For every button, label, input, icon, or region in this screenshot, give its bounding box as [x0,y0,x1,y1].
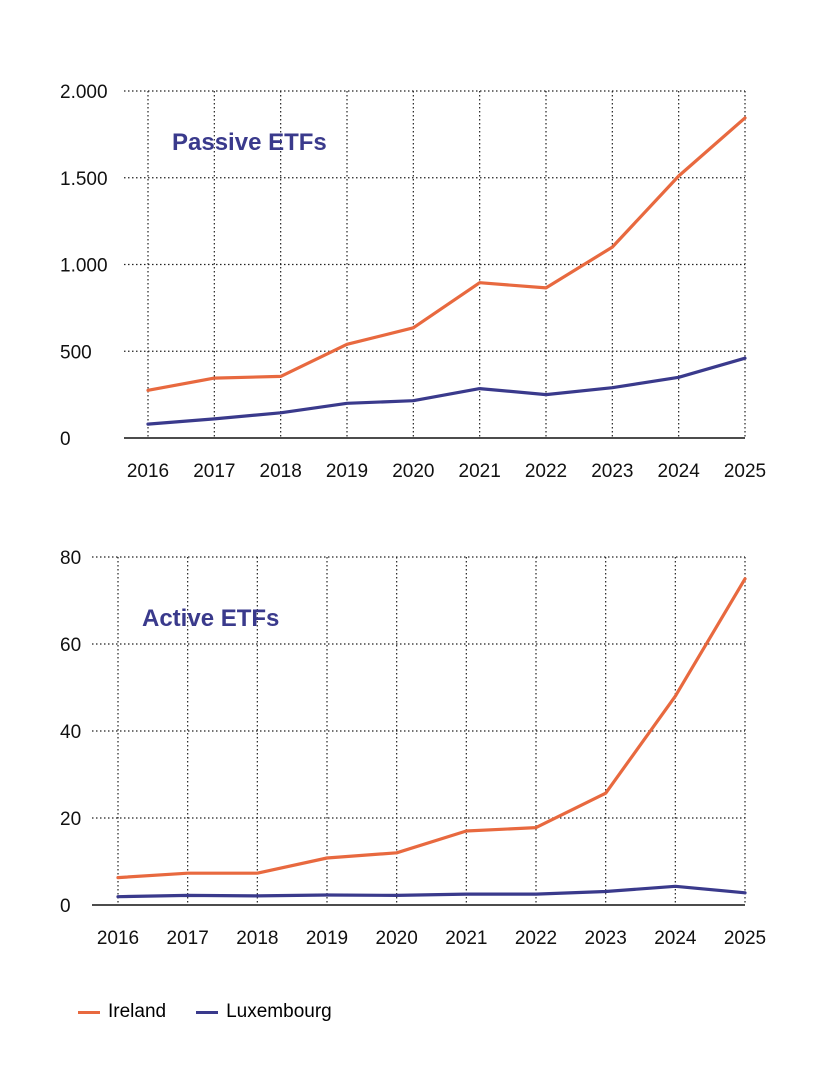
x-tick-label: 2022 [525,461,567,482]
y-tick-label: 0 [60,429,71,450]
x-tick-label: 2020 [376,928,418,949]
chart-title: Active ETFs [142,605,279,632]
x-tick-label: 2017 [167,928,209,949]
chart-title: Passive ETFs [172,129,327,156]
y-tick-label: 1.000 [60,256,108,277]
x-tick-label: 2021 [459,461,501,482]
x-tick-label: 2023 [585,928,627,949]
series-line-luxembourg [116,884,747,899]
series-line-ireland [146,116,747,392]
x-tick-label: 2025 [724,461,766,482]
legend-swatch-ireland [78,1010,100,1014]
legend-swatch-luxembourg [196,1010,219,1014]
x-tick-label: 2019 [306,928,348,949]
y-tick-label: 40 [60,722,81,743]
x-tick-label: 2017 [193,461,235,482]
x-tick-label: 2023 [591,461,633,482]
x-tick-label: 2020 [392,461,434,482]
chart-panel-2: 0 20 40 60 80 2016 2017 2018 2019 2020 2021 2022 202… [60,548,766,949]
x-tick-label: 2019 [326,461,368,482]
x-tick-label: 2024 [654,928,697,949]
legend-label-luxembourg: Luxembourg [226,1001,332,1022]
legend: Ireland Luxembourg [78,1001,332,1023]
y-tick-label: 1.500 [60,169,108,190]
y-tick-label: 0 [60,896,71,917]
legend-item-luxembourg: Luxembourg [196,1001,332,1023]
x-tick-label: 2025 [724,928,766,949]
x-tick-label: 2024 [658,461,701,482]
x-tick-label: 2018 [236,928,278,949]
legend-label-ireland: Ireland [108,1001,167,1022]
y-tick-label: 500 [60,342,92,363]
series-line-luxembourg [146,356,747,426]
y-tick-label: 20 [60,809,81,830]
y-tick-label: 2.000 [60,82,108,103]
y-tick-label: 80 [60,548,81,569]
x-tick-label: 2022 [515,928,557,949]
x-tick-label: 2016 [127,461,169,482]
x-tick-label: 2018 [260,461,302,482]
x-tick-label: 2021 [445,928,487,949]
series-line-ireland [116,577,747,880]
chart-panel-1: 0 500 1.000 1.500 2.000 2016 2017 2018 2019 2020 2… [60,82,766,482]
y-tick-label: 60 [60,635,81,656]
x-tick-label: 2016 [97,928,139,949]
legend-item-ireland: Ireland [78,1001,166,1023]
